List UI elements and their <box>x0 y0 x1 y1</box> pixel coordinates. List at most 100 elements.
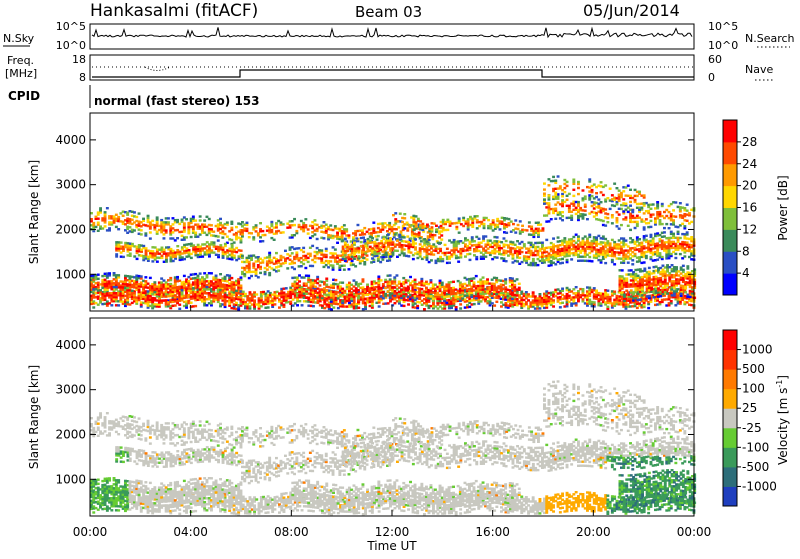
power-cell <box>224 294 227 296</box>
power-cell <box>206 241 209 243</box>
power-cell <box>99 211 102 213</box>
power-cell <box>360 241 363 243</box>
power-cell <box>552 237 555 239</box>
power-cell <box>455 226 458 228</box>
power-cell <box>145 247 148 249</box>
power-cell <box>344 258 347 260</box>
power-cell <box>611 259 614 261</box>
power-cell <box>307 261 310 263</box>
noise-right-tick-top: 10^5 <box>708 20 738 33</box>
power-cell <box>485 217 488 219</box>
power-cell <box>224 243 227 245</box>
power-cell <box>618 228 621 230</box>
power-cell <box>194 232 197 234</box>
power-cell <box>572 288 575 290</box>
power-cell <box>268 252 271 254</box>
noise-panel: N.Sky 10^5 10^0 10^5 10^0 N.Search <box>3 20 795 52</box>
power-cell <box>631 259 634 261</box>
power-cell <box>591 260 594 262</box>
power-cell <box>439 248 442 250</box>
noise-series <box>92 27 692 37</box>
power-cell <box>606 306 609 308</box>
power-cell <box>568 205 571 207</box>
power-cell <box>293 234 296 236</box>
power-cell <box>230 227 233 229</box>
power-cell <box>314 219 317 221</box>
power-cell <box>495 301 498 303</box>
power-cell <box>432 253 435 255</box>
power-cell <box>410 251 413 253</box>
power-cell <box>117 276 120 278</box>
power-cell <box>647 307 650 309</box>
power-cell <box>163 237 166 239</box>
power-cell <box>208 292 211 294</box>
power-cell <box>459 307 462 309</box>
power-cell <box>142 245 145 247</box>
power-cell <box>199 215 202 217</box>
power-cell <box>548 220 551 222</box>
power-cell <box>161 255 164 257</box>
power-cell <box>199 272 202 274</box>
power-cell <box>289 255 292 257</box>
power-cell <box>304 267 307 269</box>
power-cell <box>344 238 347 240</box>
power-cell <box>584 214 587 216</box>
power-cell <box>301 304 304 306</box>
power-cell <box>172 223 175 225</box>
power-cell <box>129 255 132 257</box>
power-cell <box>332 246 335 248</box>
power-cell <box>108 227 111 229</box>
power-cell <box>149 237 152 239</box>
power-cell <box>419 243 422 245</box>
power-cell <box>240 250 243 252</box>
power-cell <box>219 244 222 246</box>
power-cell <box>372 222 375 224</box>
power-cell <box>296 304 299 306</box>
power-cell <box>613 263 616 265</box>
power-cell <box>616 211 619 213</box>
power-cell <box>577 235 580 237</box>
power-cell <box>293 262 296 264</box>
power-cell <box>512 223 515 225</box>
power-cell <box>403 248 406 250</box>
power-cell <box>206 276 209 278</box>
power-cell <box>499 228 502 230</box>
power-cell <box>169 277 172 279</box>
power-cell <box>385 252 388 254</box>
power-cell <box>363 233 366 235</box>
power-cell <box>679 237 682 239</box>
power-cell <box>295 230 298 232</box>
power-cell <box>286 267 289 269</box>
power-cell <box>670 213 673 215</box>
power-cell <box>554 218 557 220</box>
power-cell <box>230 221 233 223</box>
noise-left-tick-bottom: 10^0 <box>56 39 86 52</box>
noise-left-tick-top: 10^5 <box>56 20 86 33</box>
power-cell <box>115 214 118 216</box>
power-cell <box>174 304 177 306</box>
power-cell <box>323 237 326 239</box>
power-cell <box>432 243 435 245</box>
power-cell <box>355 237 358 239</box>
power-cell <box>277 270 280 272</box>
power-cell <box>345 228 348 230</box>
power-cell <box>176 237 179 239</box>
power-cell <box>625 239 628 241</box>
power-cell <box>133 229 136 231</box>
freq-left-label-2: [MHz] <box>5 67 37 80</box>
power-cell <box>663 227 666 229</box>
power-cell <box>275 226 278 228</box>
power-cell <box>181 219 184 221</box>
power-cell <box>99 289 102 291</box>
power-cell <box>172 231 175 233</box>
power-cell <box>686 204 689 206</box>
power-cell <box>559 306 562 308</box>
power-cell <box>99 207 102 209</box>
power-cell <box>379 261 382 263</box>
power-cell <box>392 241 395 243</box>
power-cell <box>133 255 136 257</box>
power-cell <box>156 216 159 218</box>
cpid-text: normal (fast stereo) 153 <box>94 94 260 108</box>
